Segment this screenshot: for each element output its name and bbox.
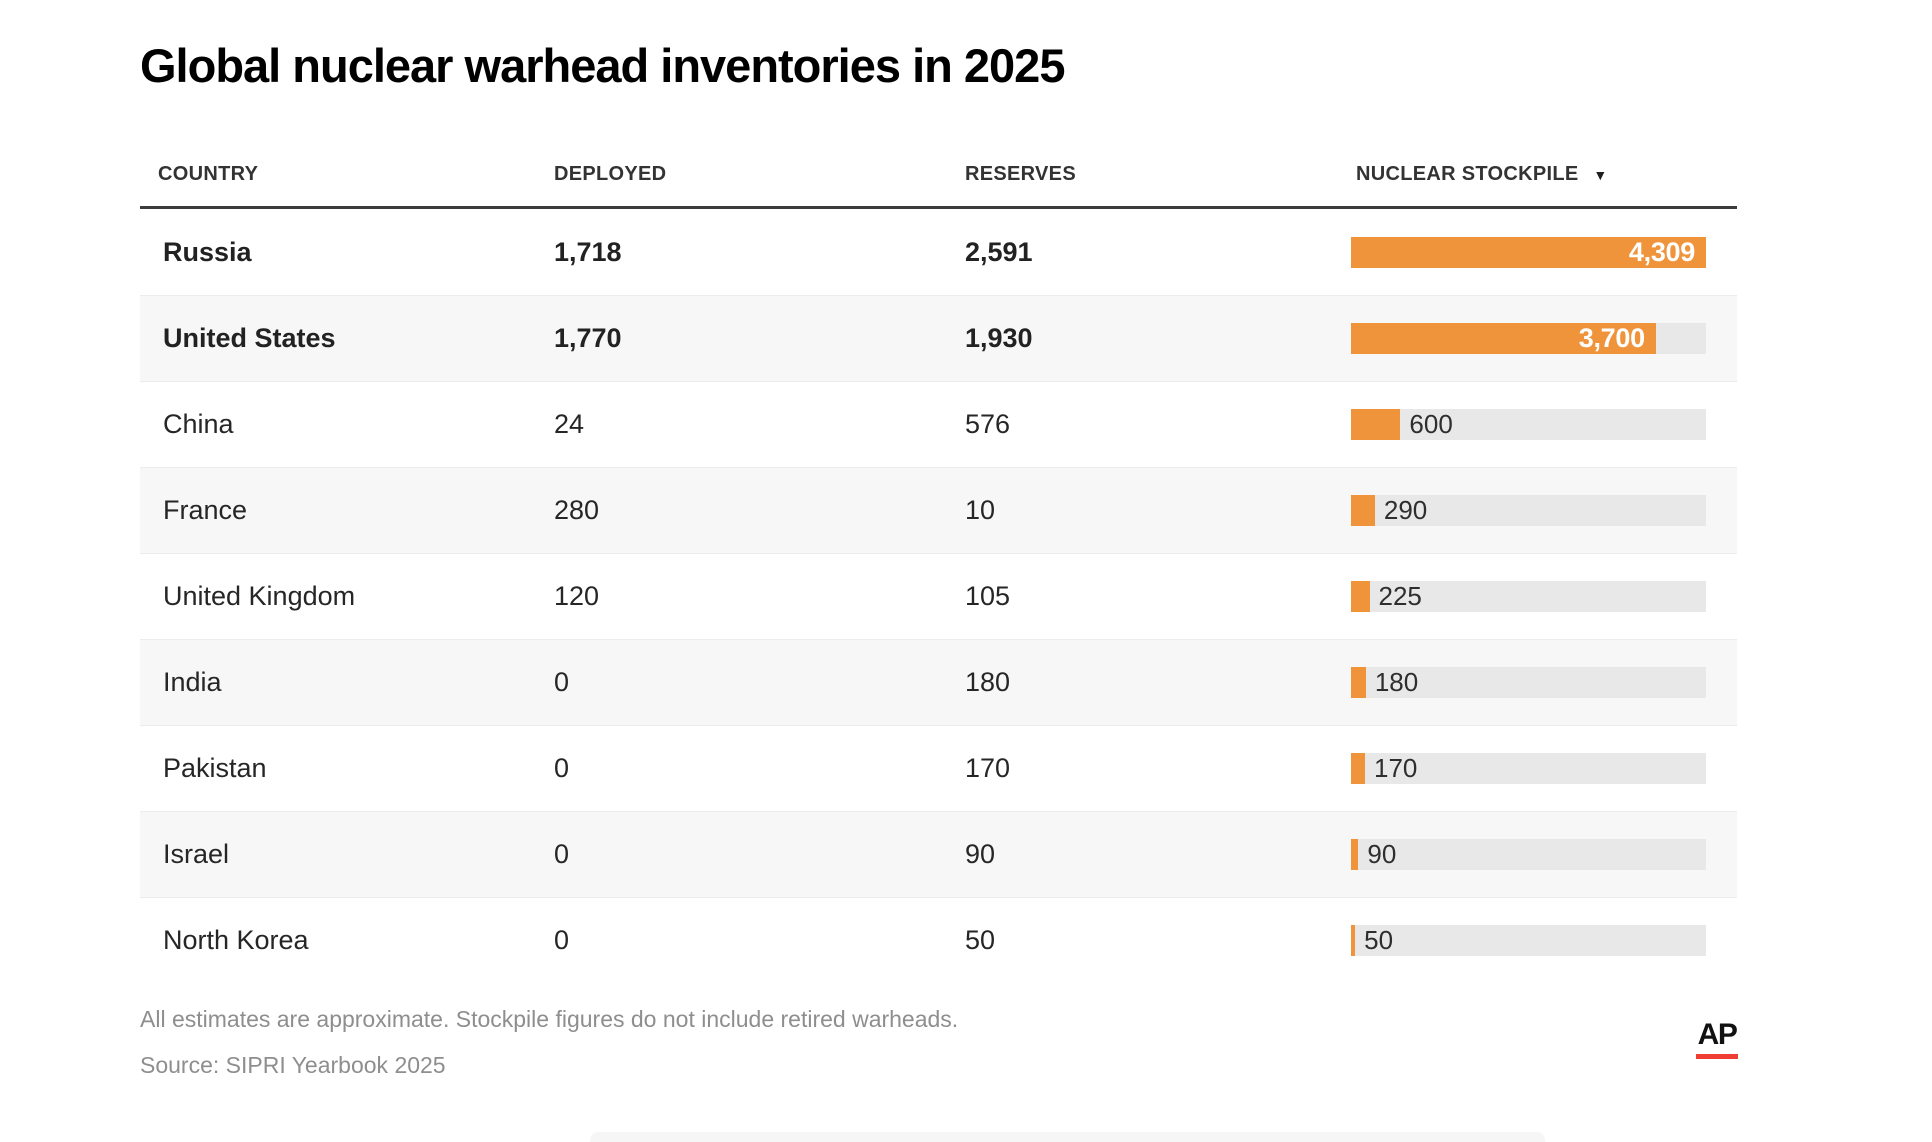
cell-reserves: 1,930 — [965, 323, 1033, 353]
cell-country: Russia — [163, 236, 252, 267]
cell-reserves: 180 — [965, 667, 1011, 697]
cell-deployed: 120 — [554, 581, 600, 611]
table-row: North Korea 0 50 50 — [140, 897, 1737, 983]
stockpile-bar-fill — [1351, 495, 1375, 526]
col-header-deployed[interactable]: DEPLOYED — [554, 162, 667, 185]
cell-stockpile: 290 — [1351, 495, 1737, 526]
stockpile-bar-fill — [1351, 925, 1356, 956]
stockpile-bar-track: 50 — [1351, 925, 1706, 956]
cell-stockpile: 170 — [1351, 753, 1737, 784]
cell-stockpile: 180 — [1351, 667, 1737, 698]
table-row: France 280 10 290 — [140, 467, 1737, 553]
cell-country: United Kingdom — [163, 581, 356, 611]
cell-reserves: 90 — [965, 839, 996, 869]
cell-reserves: 170 — [965, 753, 1011, 783]
cell-deployed: 0 — [554, 839, 570, 869]
cell-reserves: 576 — [965, 409, 1011, 439]
inventory-table: COUNTRY DEPLOYED RESERVES NUCLEAR STOCKP… — [140, 142, 1737, 983]
cell-stockpile: 225 — [1351, 581, 1737, 612]
cell-stockpile: 600 — [1351, 409, 1737, 440]
table-row: Pakistan 0 170 170 — [140, 725, 1737, 811]
ap-logo: AP — [1696, 1019, 1738, 1059]
bottom-band — [590, 1132, 1545, 1142]
stockpile-bar-fill — [1351, 839, 1359, 870]
footnote: All estimates are approximate. Stockpile… — [140, 1006, 959, 1032]
col-header-country[interactable]: COUNTRY — [158, 162, 259, 185]
table-row: United Kingdom 120 105 225 — [140, 553, 1737, 639]
stockpile-bar-fill: 3,700 — [1351, 323, 1656, 354]
ap-logo-underline — [1696, 1054, 1738, 1059]
stockpile-bar-track: 90 — [1351, 839, 1706, 870]
cell-deployed: 280 — [554, 495, 600, 525]
cell-reserves: 105 — [965, 581, 1011, 611]
stockpile-bar-track: 290 — [1351, 495, 1706, 526]
cell-deployed: 24 — [554, 409, 585, 439]
stockpile-bar-fill — [1351, 581, 1370, 612]
stockpile-value-label: 170 — [1374, 753, 1418, 783]
cell-country: Israel — [163, 839, 230, 869]
stockpile-value-label: 600 — [1409, 409, 1453, 439]
cell-deployed: 0 — [554, 667, 570, 697]
stockpile-value-label: 290 — [1383, 495, 1428, 525]
stockpile-bar-track: 600 — [1351, 409, 1706, 440]
table-row: China 24 576 600 — [140, 381, 1737, 467]
table-row: India 0 180 180 — [140, 639, 1737, 725]
stockpile-bar-fill — [1351, 667, 1366, 698]
cell-stockpile: 50 — [1351, 925, 1737, 956]
col-header-stockpile-label: NUCLEAR STOCKPILE — [1356, 162, 1579, 185]
cell-country: United States — [163, 323, 336, 353]
cell-deployed: 1,770 — [554, 323, 622, 353]
table-row: Russia 1,718 2,591 4,309 — [140, 209, 1737, 295]
cell-country: North Korea — [163, 925, 309, 955]
stockpile-value-label: 90 — [1367, 839, 1397, 869]
stockpile-bar-fill — [1351, 409, 1401, 440]
cell-deployed: 0 — [554, 925, 570, 955]
cell-stockpile: 4,309 — [1351, 236, 1737, 268]
stockpile-bar-track: 4,309 — [1351, 236, 1706, 268]
stockpile-value-label: 50 — [1364, 925, 1394, 955]
sort-desc-icon: ▼ — [1593, 166, 1608, 183]
stockpile-bar-track: 180 — [1351, 667, 1706, 698]
cell-reserves: 2,591 — [965, 236, 1033, 267]
col-header-stockpile[interactable]: NUCLEAR STOCKPILE ▼ — [1351, 163, 1737, 186]
cell-deployed: 1,718 — [554, 236, 622, 267]
cell-stockpile: 3,700 — [1351, 323, 1737, 354]
stockpile-bar-fill — [1351, 753, 1366, 784]
cell-country: Pakistan — [163, 753, 267, 783]
col-header-reserves[interactable]: RESERVES — [965, 162, 1076, 185]
cell-country: France — [163, 495, 248, 525]
source-line: Source: SIPRI Yearbook 2025 — [140, 1052, 446, 1078]
table-header: COUNTRY DEPLOYED RESERVES NUCLEAR STOCKP… — [140, 142, 1737, 209]
stockpile-bar-track: 225 — [1351, 581, 1706, 612]
cell-stockpile: 90 — [1351, 839, 1737, 870]
table-body: Russia 1,718 2,591 4,309 United States 1,770 1… — [140, 209, 1737, 983]
cell-country: India — [163, 667, 222, 697]
page-title: Global nuclear warhead inventories in 20… — [140, 39, 1065, 92]
table-row: United States 1,770 1,930 3,700 — [140, 295, 1737, 381]
stockpile-value-label: 3,700 — [1578, 323, 1645, 353]
stockpile-bar-fill: 4,309 — [1351, 236, 1706, 268]
stockpile-value-label: 180 — [1374, 667, 1419, 697]
cell-reserves: 10 — [965, 495, 996, 525]
stockpile-bar-track: 3,700 — [1351, 323, 1706, 354]
cell-reserves: 50 — [965, 925, 996, 955]
ap-logo-text: AP — [1697, 1018, 1738, 1051]
cell-deployed: 0 — [554, 753, 570, 783]
stockpile-value-label: 225 — [1378, 581, 1422, 611]
table-row: Israel 0 90 90 — [140, 811, 1737, 897]
stockpile-value-label: 4,309 — [1628, 236, 1695, 267]
cell-country: China — [163, 409, 234, 439]
stockpile-bar-track: 170 — [1351, 753, 1706, 784]
